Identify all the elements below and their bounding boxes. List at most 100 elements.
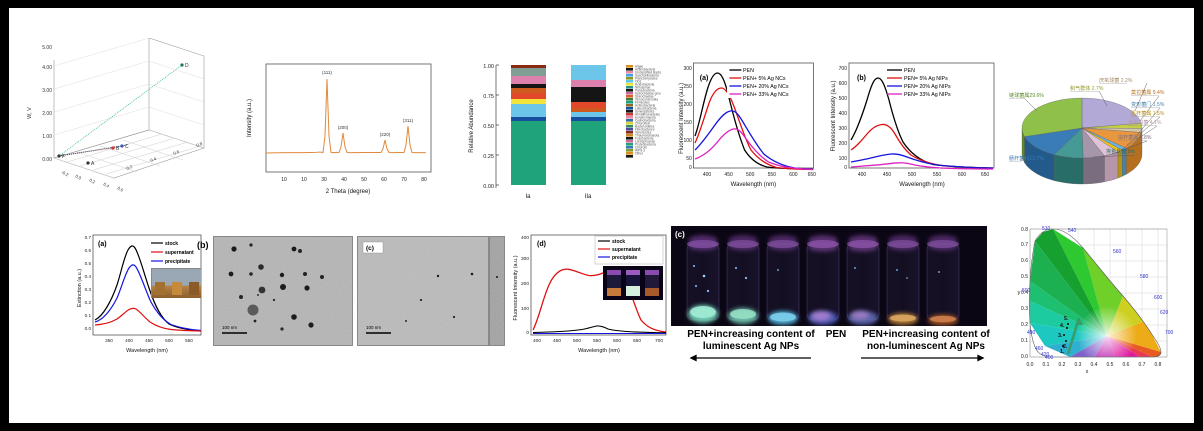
svg-text:650: 650 — [633, 338, 641, 344]
svg-text:Fluorescent Intensity (a.u.): Fluorescent Intensity (a.u.) — [831, 80, 837, 151]
svg-text:PEN= 33% Ag NIPs: PEN= 33% Ag NIPs — [904, 92, 951, 98]
svg-text:80: 80 — [421, 177, 427, 183]
svg-text:0.6: 0.6 — [117, 185, 125, 193]
svg-text:2 Theta (degree): 2 Theta (degree) — [326, 189, 371, 195]
svg-text:0.4: 0.4 — [85, 274, 92, 279]
svg-text:B: B — [116, 146, 120, 152]
svg-text:PEN= 5% Ag NIPs: PEN= 5% Ag NIPs — [904, 76, 948, 82]
svg-text:Intensity (a.u.): Intensity (a.u.) — [247, 99, 253, 137]
svg-text:non-luminescent Ag NPs: non-luminescent Ag NPs — [867, 341, 985, 352]
svg-text:10: 10 — [281, 177, 287, 183]
svg-text:0.0: 0.0 — [1027, 362, 1034, 368]
svg-text:500: 500 — [839, 96, 848, 102]
svg-text:510: 510 — [1042, 226, 1051, 232]
svg-text:PEN= 20% Ag NIPs: PEN= 20% Ag NIPs — [904, 84, 951, 90]
svg-text:0: 0 — [526, 330, 529, 336]
svg-text:Relative Abundance: Relative Abundance — [469, 99, 475, 153]
svg-text:W, V: W, V — [27, 107, 33, 119]
svg-text:PEN+ 5% Ag NCs: PEN+ 5% Ag NCs — [743, 76, 786, 82]
svg-text:0.4: 0.4 — [1091, 362, 1098, 368]
svg-text:0.3: 0.3 — [1075, 362, 1082, 368]
svg-text:埃希氏菌 8%: 埃希氏菌 8% — [1106, 148, 1136, 155]
svg-text:D: D — [185, 63, 189, 69]
svg-text:1.00: 1.00 — [42, 134, 52, 140]
svg-text:600: 600 — [789, 172, 798, 178]
svg-text:500: 500 — [746, 172, 755, 178]
svg-text:0.50: 0.50 — [483, 124, 494, 130]
svg-text:3.: 3. — [1058, 333, 1063, 339]
svg-text:(311): (311) — [403, 118, 414, 123]
svg-text:540: 540 — [1068, 228, 1077, 234]
svg-text:0.0: 0.0 — [75, 173, 83, 181]
svg-text:100: 100 — [521, 306, 529, 312]
svg-text:PEN: PEN — [743, 68, 754, 74]
svg-text:Extinction (a.u.): Extinction (a.u.) — [77, 269, 83, 307]
svg-text:550: 550 — [185, 338, 193, 343]
svg-text:0.0: 0.0 — [85, 326, 92, 331]
svg-text:0.8: 0.8 — [1021, 227, 1028, 233]
svg-text:0.75: 0.75 — [483, 94, 494, 100]
svg-text:y: y — [1018, 290, 1021, 296]
svg-text:500: 500 — [165, 338, 173, 343]
svg-text:400: 400 — [533, 338, 541, 344]
svg-text:Other: Other — [635, 152, 644, 156]
svg-text:450: 450 — [883, 172, 892, 178]
svg-text:0.0: 0.0 — [1021, 354, 1028, 360]
svg-text:400: 400 — [1045, 355, 1054, 361]
svg-text:0.1: 0.1 — [85, 313, 92, 318]
svg-text:700: 700 — [1165, 330, 1174, 336]
svg-text:450: 450 — [724, 172, 733, 178]
svg-text:560: 560 — [1113, 249, 1122, 255]
svg-text:600: 600 — [613, 338, 621, 344]
svg-text:和气群体 2.7%: 和气群体 2.7% — [1070, 85, 1104, 92]
svg-text:1.00: 1.00 — [483, 64, 494, 70]
svg-text:40: 40 — [341, 177, 347, 183]
svg-text:Fluorescent Intensity (a.u.): Fluorescent Intensity (a.u.) — [679, 83, 685, 154]
svg-text:PEN+ 20% Ag NCs: PEN+ 20% Ag NCs — [743, 84, 789, 90]
svg-text:x: x — [1086, 369, 1089, 375]
svg-text:300: 300 — [683, 66, 692, 72]
svg-text:0.3: 0.3 — [85, 287, 92, 292]
svg-text:luminescent Ag NPs: luminescent Ag NPs — [703, 341, 800, 352]
svg-text:Wavelength (nm): Wavelength (nm) — [899, 182, 944, 188]
svg-text:550: 550 — [933, 172, 942, 178]
svg-text:400: 400 — [521, 235, 529, 241]
svg-text:0.6: 0.6 — [173, 149, 181, 156]
svg-text:0.8: 0.8 — [196, 141, 204, 148]
svg-text:400: 400 — [125, 338, 133, 343]
svg-text:0.2: 0.2 — [126, 164, 134, 171]
svg-text:50: 50 — [361, 177, 367, 183]
svg-text:0.7: 0.7 — [1139, 362, 1146, 368]
svg-text:4.: 4. — [1060, 323, 1065, 329]
svg-text:-0.2: -0.2 — [61, 169, 70, 177]
svg-text:70: 70 — [401, 177, 407, 183]
svg-text:PEN: PEN — [904, 68, 915, 74]
svg-text:(a): (a) — [98, 241, 107, 248]
svg-text:0.25: 0.25 — [483, 154, 494, 160]
svg-text:Ia: Ia — [525, 194, 531, 200]
svg-text:Fluorescent Intensity (a.u.): Fluorescent Intensity (a.u.) — [513, 255, 519, 320]
svg-text:450: 450 — [145, 338, 153, 343]
svg-text:(a): (a) — [700, 75, 709, 82]
svg-text:厌氧球菌 2.2%: 厌氧球菌 2.2% — [1099, 77, 1133, 84]
svg-text:100 nm: 100 nm — [366, 325, 381, 330]
svg-text:supernatant: supernatant — [165, 250, 194, 256]
svg-text:0.2: 0.2 — [85, 300, 92, 305]
svg-text:300: 300 — [839, 126, 848, 132]
svg-text:乳杆菌属 1.5%: 乳杆菌属 1.5% — [1131, 110, 1165, 117]
svg-text:stock: stock — [165, 241, 178, 247]
svg-text:F: F — [62, 154, 65, 160]
svg-text:(220): (220) — [380, 132, 391, 137]
svg-text:0.6: 0.6 — [85, 248, 92, 253]
svg-text:PEN+ 33% Ag NCs: PEN+ 33% Ag NCs — [743, 92, 789, 98]
svg-text:拟杆菌属 5.8%: 拟杆菌属 5.8% — [1118, 134, 1152, 141]
svg-text:0.7: 0.7 — [85, 235, 92, 240]
svg-text:(c): (c) — [675, 230, 685, 239]
svg-text:200: 200 — [839, 141, 848, 147]
svg-text:0.1: 0.1 — [1021, 338, 1028, 344]
svg-text:0.00: 0.00 — [42, 157, 52, 163]
svg-text:650: 650 — [808, 172, 817, 178]
svg-text:(d): (d) — [537, 241, 546, 248]
svg-text:变形菌门 1.5%: 变形菌门 1.5% — [1131, 101, 1165, 108]
svg-text:0.1: 0.1 — [1043, 362, 1050, 368]
